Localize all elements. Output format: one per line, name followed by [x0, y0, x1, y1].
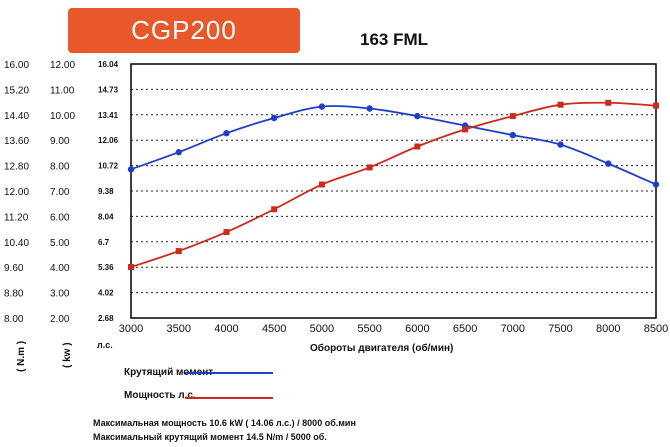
y-tick-kw: 2.00 — [50, 314, 70, 325]
max-torque-note: Максимальный крутящий момент 14.5 N/m / … — [93, 432, 327, 442]
x-tick-label: 3500 — [166, 323, 190, 335]
data-point-torque — [557, 141, 564, 148]
legend-power-label: Мощность л.с. — [124, 390, 196, 401]
x-axis-label: Обороты двигателя (об/мин) — [310, 343, 454, 354]
chart-grid — [131, 88, 656, 294]
data-point-torque — [223, 130, 230, 137]
y-tick-hp: 6.7 — [98, 238, 110, 247]
data-point-power — [462, 126, 469, 133]
data-point-power — [128, 264, 134, 271]
x-tick-label: 8000 — [596, 323, 620, 335]
y-tick-kw: 5.00 — [50, 238, 70, 249]
data-point-power — [605, 99, 612, 106]
data-point-power — [414, 143, 421, 150]
data-point-power — [557, 101, 564, 108]
y-tick-kw: 8.00 — [50, 162, 70, 173]
y-tick-nm: 12.80 — [4, 162, 29, 173]
legend-power-swatch — [185, 397, 273, 399]
y-tick-nm: 16.00 — [4, 60, 29, 71]
y-tick-kw: 11.00 — [50, 85, 75, 96]
chart-axes — [130, 63, 657, 319]
data-point-torque — [318, 103, 326, 110]
data-point-torque — [270, 114, 278, 122]
y-tick-nm: 15.20 — [4, 85, 29, 96]
y-tick-nm: 11.20 — [4, 212, 29, 223]
x-tick-label: 5000 — [310, 323, 334, 335]
data-point-torque — [509, 131, 517, 139]
y-tick-hp: 14.73 — [98, 85, 119, 94]
series-line-0 — [130, 105, 657, 186]
data-point-torque — [605, 160, 612, 167]
y-tick-kw: 4.00 — [50, 263, 70, 274]
chart-series — [127, 99, 660, 271]
y-tick-hp: 2.68 — [98, 314, 114, 323]
y-tick-hp: 13.41 — [98, 111, 119, 120]
data-point-torque — [175, 149, 182, 156]
y-tick-kw: 7.00 — [50, 187, 70, 198]
data-point-power — [223, 229, 230, 236]
y-tick-nm: 8.00 — [4, 314, 24, 325]
x-tick-label: 6000 — [405, 323, 429, 335]
y-tick-nm: 13.60 — [4, 136, 29, 147]
y-tick-kw: 10.00 — [50, 111, 75, 122]
y-tick-kw: 6.00 — [50, 212, 70, 223]
x-tick-label: 4500 — [262, 323, 286, 335]
x-tick-label: 7000 — [501, 323, 525, 335]
y-tick-kw: 12.00 — [50, 60, 75, 71]
data-point-power — [653, 102, 659, 109]
data-point-torque — [652, 181, 660, 188]
data-point-torque — [127, 166, 135, 173]
hp-unit-label: л.с. — [97, 340, 113, 350]
data-point-power — [509, 113, 516, 120]
x-tick-label: 3000 — [119, 323, 143, 335]
y-tick-labels: 16.00 12.00 16.04 15.20 11.00 14.73 14.40 10.00… — [4, 60, 119, 325]
y-tick-nm: 8.80 — [4, 289, 24, 300]
series-line-1 — [130, 101, 657, 268]
y-tick-hp: 9.38 — [98, 187, 114, 196]
data-point-power — [271, 206, 278, 213]
legend-torque-swatch — [185, 372, 273, 374]
data-point-power — [175, 248, 182, 255]
kw-unit-label: ( kw ) — [62, 342, 73, 368]
x-tick-label: 8500 — [644, 323, 668, 335]
x-tick-labels: 3000 3500 4000 4500 5000 5500 6000 6500 7000 7500… — [119, 323, 668, 335]
y-tick-nm: 9.60 — [4, 263, 24, 274]
data-point-torque — [366, 105, 373, 112]
y-tick-nm: 14.40 — [4, 111, 29, 122]
nm-unit-label: ( N.m ) — [16, 340, 27, 372]
data-point-torque — [414, 112, 421, 120]
x-tick-label: 6500 — [453, 323, 477, 335]
max-power-note: Максимальная мощность 10.6 kW ( 14.06 л.… — [93, 418, 356, 428]
x-tick-label: 4000 — [214, 323, 238, 335]
data-point-power — [318, 181, 325, 188]
model-title: 163 FML — [360, 30, 429, 49]
y-tick-kw: 9.00 — [50, 136, 70, 147]
y-tick-hp: 12.06 — [98, 136, 119, 145]
y-tick-hp: 8.04 — [98, 212, 114, 221]
y-tick-hp: 5.36 — [98, 263, 114, 272]
product-badge: CGP200 — [68, 8, 300, 53]
y-tick-nm: 10.40 — [4, 238, 29, 249]
plot-frame — [130, 63, 657, 319]
y-tick-nm: 12.00 — [4, 187, 29, 198]
y-tick-kw: 3.00 — [50, 289, 70, 300]
y-tick-hp: 4.02 — [98, 289, 114, 298]
x-tick-label: 5500 — [357, 323, 381, 335]
x-tick-label: 7500 — [548, 323, 572, 335]
legend-torque-label: Крутящий момент — [124, 367, 214, 378]
y-tick-hp: 10.72 — [98, 162, 119, 171]
data-point-power — [366, 164, 373, 171]
y-tick-hp: 16.04 — [98, 60, 119, 69]
